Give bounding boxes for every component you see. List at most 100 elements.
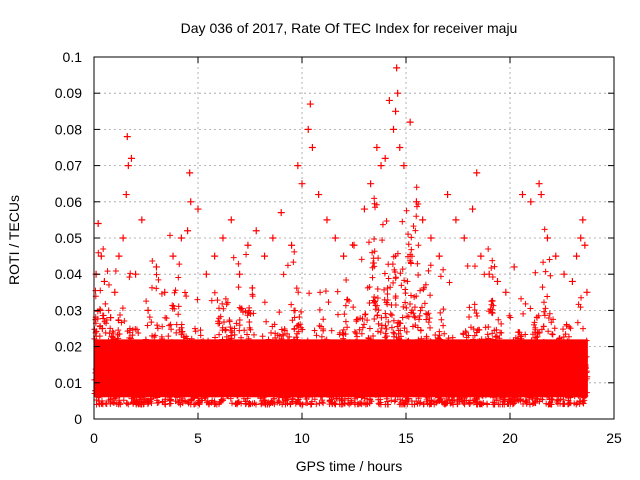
cloud-band <box>324 339 334 398</box>
cloud-point <box>422 281 429 288</box>
cloud-band <box>127 339 136 398</box>
cloud-point <box>388 397 395 404</box>
cloud-point <box>418 304 425 311</box>
cloud-band <box>291 339 301 398</box>
roti-point <box>518 191 526 199</box>
cloud-point <box>290 259 297 266</box>
cloud-point <box>149 284 156 291</box>
cloud-point <box>370 333 377 340</box>
cloud-point <box>533 334 540 341</box>
cloud-point <box>382 310 389 317</box>
cloud-point <box>464 262 471 269</box>
cloud-point <box>176 261 183 268</box>
cloud-point <box>388 301 395 308</box>
cloud-point <box>495 401 502 408</box>
cloud-point <box>540 299 547 306</box>
cloud-point <box>544 293 551 300</box>
cloud-point <box>474 313 481 320</box>
cloud-point <box>325 299 332 306</box>
cloud-point <box>424 311 431 318</box>
cloud-point <box>395 319 402 326</box>
cloud-point <box>408 246 415 253</box>
x-tick-label: 10 <box>294 430 310 446</box>
cloud-point <box>383 299 390 306</box>
x-tick-label: 20 <box>502 430 518 446</box>
roti-point <box>138 216 146 224</box>
cloud-point <box>179 328 186 335</box>
cloud-point <box>197 327 204 334</box>
cloud-band <box>455 339 465 398</box>
cloud-point <box>436 332 443 339</box>
cloud-point <box>320 316 327 323</box>
cloud-point <box>261 396 268 403</box>
roti-point <box>252 227 260 235</box>
cloud-point <box>384 290 391 297</box>
cloud-point <box>106 330 113 337</box>
roti-point <box>350 241 358 249</box>
roti-point <box>394 89 402 97</box>
cloud-point <box>551 325 558 332</box>
cloud-point <box>407 251 414 258</box>
cloud-point <box>236 327 243 334</box>
cloud-point <box>293 285 300 292</box>
cloud-band <box>365 339 375 398</box>
cloud-point <box>224 299 231 306</box>
cloud-point <box>313 401 320 408</box>
cloud-band <box>472 339 482 398</box>
cloud-point <box>576 400 583 407</box>
cloud-point <box>387 284 394 291</box>
cloud-point <box>405 313 412 320</box>
y-tick-label: 0.09 <box>55 85 82 101</box>
cloud-point <box>379 237 386 244</box>
cloud-point <box>233 320 240 327</box>
cloud-point <box>342 302 349 309</box>
roti-point <box>452 216 460 224</box>
cloud-point <box>304 399 311 406</box>
cloud-point <box>491 327 498 334</box>
cloud-point <box>294 330 301 337</box>
cloud-point <box>440 306 447 313</box>
cloud-band <box>340 339 350 398</box>
cloud-point <box>374 312 381 319</box>
cloud-point <box>144 322 151 329</box>
cloud-point <box>427 262 434 269</box>
cloud-point <box>342 330 349 337</box>
cloud-point <box>382 330 389 337</box>
roti-point <box>494 277 502 285</box>
cloud-point <box>411 304 418 311</box>
roti-point <box>477 252 485 260</box>
roti-point <box>294 162 302 170</box>
cloud-band <box>497 339 506 398</box>
cloud-point <box>375 307 382 314</box>
cloud-point <box>118 319 125 326</box>
cloud-point <box>546 396 553 403</box>
cloud-band <box>299 339 309 398</box>
roti-point <box>111 288 119 296</box>
cloud-point <box>127 270 134 277</box>
cloud-point <box>390 329 397 336</box>
y-tick-label: 0.06 <box>55 194 82 210</box>
cloud-point <box>407 301 414 308</box>
cloud-point <box>547 272 554 279</box>
cloud-point <box>396 320 403 327</box>
cloud-point <box>565 333 572 340</box>
cloud-band <box>234 339 243 398</box>
cloud-point <box>103 320 110 327</box>
cloud-band <box>381 339 391 398</box>
cloud-point <box>132 326 139 333</box>
cloud-band <box>225 339 235 398</box>
cloud-point <box>467 400 474 407</box>
cloud-band <box>546 339 556 398</box>
cloud-point <box>538 326 545 333</box>
cloud-point <box>542 305 549 312</box>
cloud-point <box>527 305 534 312</box>
cloud-point <box>575 301 582 308</box>
cloud-point <box>247 326 254 333</box>
roti-point <box>510 263 518 271</box>
cloud-point <box>450 401 457 408</box>
cloud-point <box>341 311 348 318</box>
cloud-point <box>409 307 416 314</box>
cloud-point <box>413 184 420 191</box>
cloud-point <box>115 317 122 324</box>
